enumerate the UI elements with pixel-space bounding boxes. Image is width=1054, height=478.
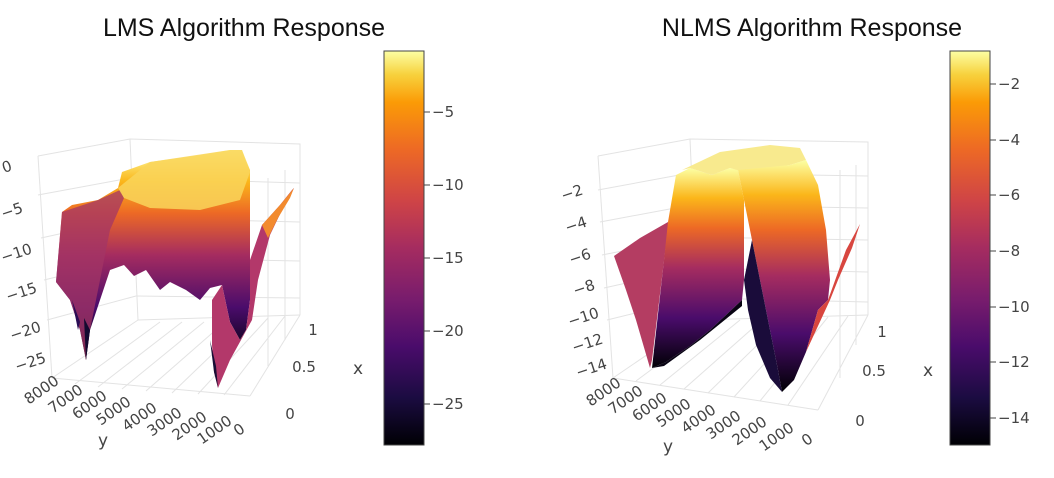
nlms-colorbar: −2 −4 −6 −8 −10 −12 −14 bbox=[949, 50, 1030, 446]
x-tick-label: 0.5 bbox=[292, 358, 316, 376]
z-tick-label: −12 bbox=[570, 330, 606, 357]
colorbar-tick-label: −4 bbox=[998, 131, 1020, 149]
y-tick-label: 0 bbox=[798, 430, 816, 450]
z-tick-label: −4 bbox=[563, 213, 590, 237]
x-tick-label: 1 bbox=[877, 323, 887, 341]
colorbar-tick-label: −2 bbox=[998, 75, 1020, 93]
z-tick-label: −14 bbox=[574, 355, 610, 382]
x-tick-label: 0 bbox=[285, 405, 295, 423]
z-tick-label: −2 bbox=[559, 181, 586, 205]
lms-x-axis: 1 0.5 0 x bbox=[285, 321, 363, 423]
x-tick-label: 0.5 bbox=[862, 362, 886, 380]
lms-surface bbox=[56, 150, 294, 388]
z-tick-label: −10 bbox=[566, 304, 602, 331]
colorbar-tick-label: −5 bbox=[432, 103, 454, 121]
z-tick-label: 0 bbox=[0, 157, 14, 177]
z-tick-label: −15 bbox=[4, 279, 40, 306]
y-axis-label: y bbox=[98, 431, 108, 451]
colorbar-tick-label: −6 bbox=[998, 186, 1020, 204]
colorbar-tick-label: −20 bbox=[432, 322, 464, 340]
chart-title: LMS Algorithm Response bbox=[103, 14, 385, 42]
colorbar-tick-label: −8 bbox=[998, 242, 1020, 260]
x-tick-label: 0 bbox=[855, 412, 865, 430]
colorbar-tick-label: −25 bbox=[432, 395, 464, 413]
y-axis-label: y bbox=[663, 437, 673, 457]
z-tick-label: −6 bbox=[567, 245, 594, 269]
colorbar-tick-label: −15 bbox=[432, 249, 464, 267]
lms-y-axis: 8000 7000 6000 5000 4000 3000 2000 1000 … bbox=[21, 372, 249, 451]
lms-z-axis: 0 −5 −10 −15 −20 −25 bbox=[0, 157, 48, 376]
x-axis-label: x bbox=[923, 361, 933, 381]
lms-colorbar: −5 −10 −15 −20 −25 bbox=[383, 50, 464, 446]
lms-chart: LMS Algorithm Response bbox=[0, 14, 464, 451]
x-axis-label: x bbox=[353, 359, 363, 379]
nlms-x-axis: 1 0.5 0 x bbox=[855, 323, 933, 430]
nlms-chart: NLMS Algorithm Response bbox=[559, 14, 1030, 457]
colorbar-tick-label: −14 bbox=[998, 409, 1030, 427]
x-tick-label: 1 bbox=[308, 321, 318, 339]
colorbar-tick-label: −10 bbox=[998, 298, 1030, 316]
y-tick-label: 0 bbox=[230, 420, 248, 440]
z-tick-label: −5 bbox=[0, 199, 25, 223]
z-tick-label: −8 bbox=[571, 276, 598, 300]
colorbar-tick-label: −12 bbox=[998, 353, 1030, 371]
nlms-surface bbox=[614, 145, 860, 392]
z-tick-label: −10 bbox=[0, 240, 34, 267]
colorbar-tick-label: −10 bbox=[432, 176, 464, 194]
z-tick-label: −25 bbox=[13, 349, 49, 376]
z-tick-label: −20 bbox=[8, 318, 44, 345]
chart-title: NLMS Algorithm Response bbox=[662, 14, 962, 42]
